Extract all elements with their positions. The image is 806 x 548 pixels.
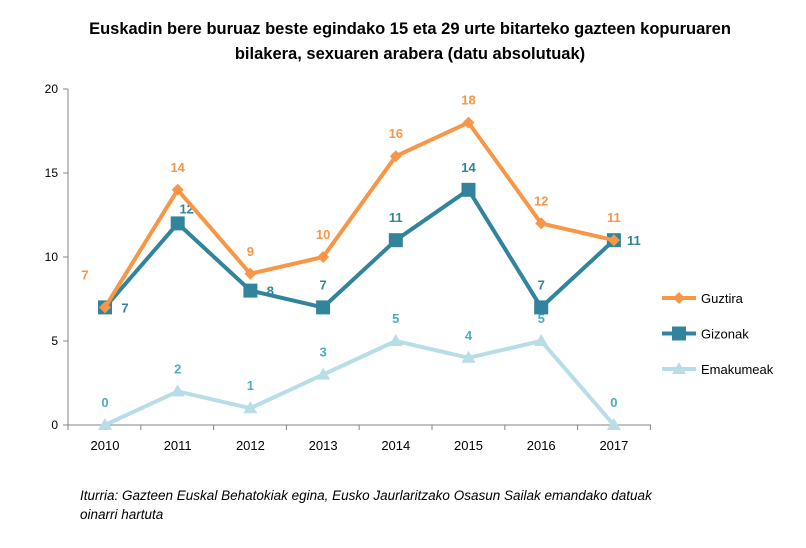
diamond-marker [389,150,402,163]
legend-label: Gizonak [701,327,749,342]
legend-item-gizonak: Gizonak [662,326,749,342]
diamond-marker [171,183,184,196]
series-line [104,339,616,427]
data-label: 14 [461,160,476,175]
series-gizonak: 7 12 8 7 11 14 7 11 [98,160,641,315]
square-marker [316,300,331,315]
y-tick-label: 0 [51,418,58,432]
chart-title-line-2: bilakera, sexuaren arabera (datu absolut… [234,45,586,63]
diamond-marker [535,217,548,230]
data-label: 5 [392,311,399,326]
square-marker [170,216,185,231]
x-tick-label: 2015 [454,438,483,453]
legend-label: Guztira [701,291,744,306]
triangle-marker [316,367,331,380]
data-label: 16 [389,126,403,141]
diamond-marker [607,234,620,247]
data-label: 14 [170,160,185,175]
y-tick-label: 15 [45,166,59,180]
square-marker [243,283,258,298]
data-label: 7 [81,267,88,282]
triangle-marker [243,401,258,414]
data-label: 8 [267,284,274,299]
diamond-marker [317,251,330,263]
diamond-marker [99,301,111,314]
legend-label: Emakumeak [701,362,774,377]
triangle-marker [170,384,185,397]
series-line [103,120,615,309]
data-label: 0 [101,395,108,410]
diamond-marker [673,292,685,304]
data-label: 12 [534,193,548,208]
triangle-marker [461,350,476,363]
chart-title-line-1: Euskadin bere buruaz beste egindako 15 e… [89,20,731,38]
legend-item-emakumeak: Emakumeak [662,362,774,377]
data-label: 2 [174,361,181,376]
source-line-2: oinarri hartuta [80,507,164,522]
triangle-marker [672,362,686,374]
x-tick-label: 2014 [381,438,410,453]
triangle-marker [606,418,621,430]
y-tick-label: 10 [45,250,59,264]
data-label: 11 [607,210,621,225]
x-tick-label: 2016 [527,438,556,453]
data-label: 3 [319,345,326,360]
data-label: 5 [538,311,545,326]
data-label: 0 [610,395,617,410]
series-guztira: 7 14 9 10 16 18 12 11 [81,93,621,314]
data-label: 1 [247,378,254,393]
x-tick-label: 2011 [164,438,192,453]
legend-item-guztira: Guztira [662,291,744,306]
x-tick-label: 2012 [236,438,265,453]
square-marker [388,233,403,248]
data-label: 4 [465,328,473,343]
data-label: 7 [319,277,326,292]
data-label: 11 [389,210,403,225]
triangle-marker [98,418,112,430]
square-marker [672,326,686,341]
diamond-marker [244,267,257,280]
y-tick-label: 5 [51,334,58,348]
x-tick-label: 2017 [599,438,628,453]
data-label: 10 [316,227,330,242]
source-line-1: Iturria: Gazteen Euskal Behatokiak egina… [80,488,652,503]
triangle-marker [534,334,549,346]
x-tick-label: 2010 [91,438,120,453]
data-label: 11 [627,233,641,248]
series-line [103,187,616,310]
x-tick-label: 2013 [309,438,338,453]
series-emakumeak: 0 2 1 3 5 4 5 0 [98,311,621,430]
data-label: 7 [538,277,545,292]
square-marker [461,182,476,197]
square-marker [534,300,549,315]
diamond-marker [462,116,475,129]
data-label: 18 [461,93,475,108]
triangle-marker [388,334,403,346]
y-tick-label: 20 [45,82,59,96]
data-label: 9 [247,244,254,259]
data-label: 7 [121,300,128,315]
